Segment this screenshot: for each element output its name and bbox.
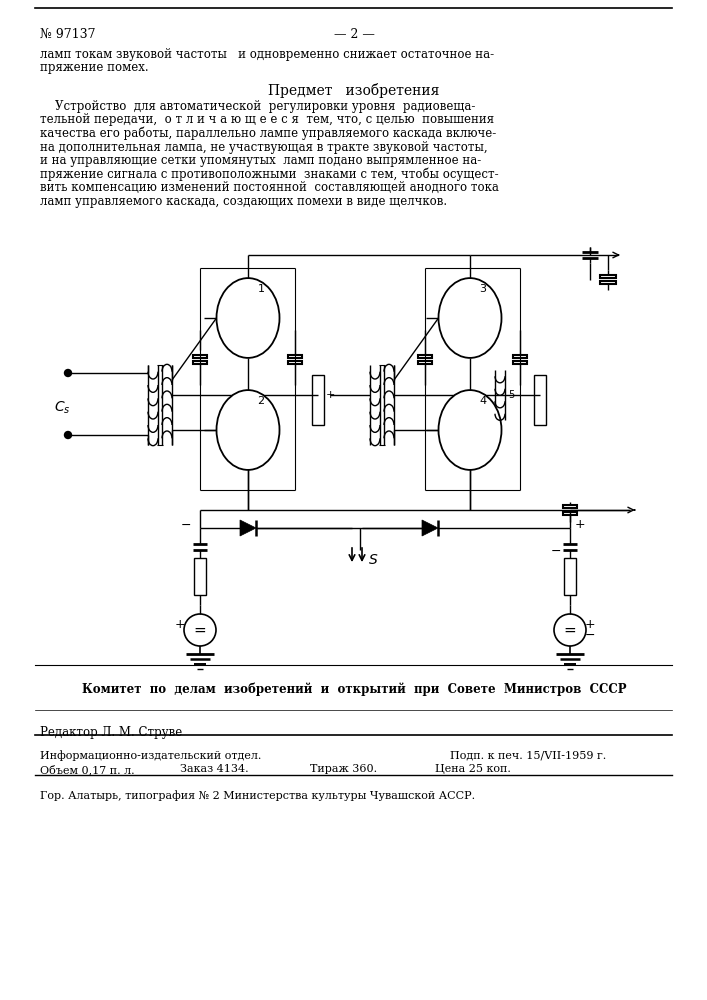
Text: пряжение помех.: пряжение помех. [40,61,148,74]
Text: =: = [563,622,576,638]
Bar [513,355,527,358]
Text: −: − [585,629,595,642]
Text: Предмет   изобретения: Предмет изобретения [269,83,440,98]
Circle shape [64,369,71,376]
Text: −: − [551,544,561,558]
Bar [513,361,527,364]
Text: Устройство  для автоматической  регулировки уровня  радиовеща-: Устройство для автоматической регулировк… [40,100,475,113]
Text: −: − [181,518,192,532]
Bar [418,355,432,358]
Text: 3: 3 [479,284,486,294]
Text: ламп токам звуковой частоты   и одновременно снижает остаточное на-: ламп токам звуковой частоты и одновремен… [40,48,494,61]
Text: тельной передачи,  о т л и ч а ю щ е е с я  тем, что, с целью  повышения: тельной передачи, о т л и ч а ю щ е е с … [40,113,494,126]
Text: $\mathit{S}$: $\mathit{S}$ [368,553,378,567]
Text: на дополнительная лампа, не участвующая в тракте звуковой частоты,: на дополнительная лампа, не участвующая … [40,140,488,153]
Bar [564,558,576,595]
Text: ламп управляемого каскада, создающих помехи в виде щелчков.: ламп управляемого каскада, создающих пом… [40,194,447,208]
Ellipse shape [216,390,279,470]
Text: Гор. Алатырь, типография № 2 Министерства культуры Чувашской АССР.: Гор. Алатырь, типография № 2 Министерств… [40,790,475,801]
Bar [600,275,616,278]
Text: вить компенсацию изменений постоянной  составляющей анодного тока: вить компенсацию изменений постоянной со… [40,181,499,194]
Text: Цена 25 коп.: Цена 25 коп. [435,764,511,774]
Bar [563,505,577,508]
Text: № 97137: № 97137 [40,28,95,41]
Ellipse shape [216,278,279,358]
Text: Объем 0,17 п. л.: Объем 0,17 п. л. [40,764,134,775]
Circle shape [64,432,71,438]
Text: Информационно-издательский отдел.: Информационно-издательский отдел. [40,750,262,761]
Bar [288,355,302,358]
Text: +: + [585,618,595,632]
Bar [193,355,207,358]
Bar [418,361,432,364]
Bar [600,281,616,284]
Bar [194,558,206,595]
Text: Подп. к печ. 15/VII-1959 г.: Подп. к печ. 15/VII-1959 г. [450,750,606,760]
Polygon shape [422,520,438,536]
Text: +: + [326,390,335,400]
Bar [312,375,324,425]
Ellipse shape [438,390,501,470]
Bar [193,361,207,364]
Text: — 2 —: — 2 — [334,28,375,41]
Text: пряжение сигнала с противоположными  знаками с тем, чтобы осущест-: пряжение сигнала с противоположными знак… [40,167,498,181]
Bar [288,361,302,364]
Text: 1: 1 [257,284,264,294]
Text: Заказ 4134.: Заказ 4134. [180,764,249,774]
Text: 5: 5 [508,390,514,400]
Polygon shape [240,520,256,536]
Text: $C_s$: $C_s$ [54,400,70,416]
Text: +: + [575,518,585,532]
Ellipse shape [438,278,501,358]
Text: 4: 4 [479,396,486,406]
Text: качества его работы, параллельно лампе управляемого каскада включе-: качества его работы, параллельно лампе у… [40,127,496,140]
Text: =: = [194,622,206,638]
Bar [534,375,546,425]
Text: 2: 2 [257,396,264,406]
Text: Редактор Л. М. Струве: Редактор Л. М. Струве [40,726,182,739]
Text: Комитет  по  делам  изобретений  и  открытий  при  Совете  Министров  СССР: Комитет по делам изобретений и открытий … [82,683,626,696]
Text: и на управляющие сетки упомянутых  ламп подано выпрямленное на-: и на управляющие сетки упомянутых ламп п… [40,154,481,167]
Text: Тираж 360.: Тираж 360. [310,764,377,774]
Bar [563,512,577,515]
Text: +: + [175,618,185,632]
